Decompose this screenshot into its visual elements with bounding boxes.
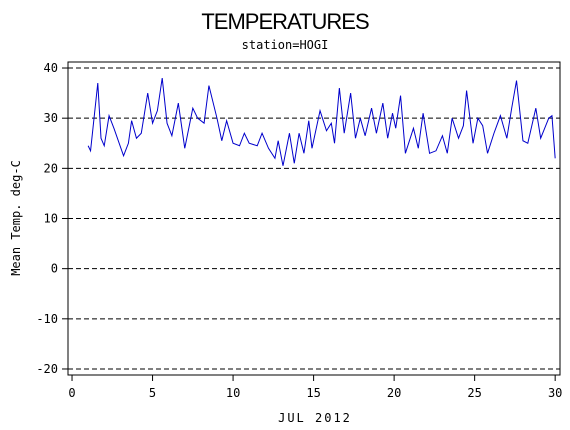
x-axis-label: JUL 2012	[278, 411, 352, 425]
y-tick-label: 20	[44, 161, 58, 175]
chart-title: TEMPERATURES	[201, 9, 369, 34]
y-tick-label: -20	[36, 362, 58, 376]
y-tick-label: 10	[44, 212, 58, 226]
x-tick-label: 25	[467, 386, 481, 400]
x-tick-label: 0	[68, 386, 75, 400]
y-tick-label: 0	[51, 262, 58, 276]
y-tick-label: 30	[44, 111, 58, 125]
x-tick-label: 15	[306, 386, 320, 400]
x-tick-label: 10	[226, 386, 240, 400]
y-tick-label: 40	[44, 61, 58, 75]
data-line	[87, 77, 556, 166]
x-tick-label: 30	[548, 386, 562, 400]
x-tick-label: 20	[387, 386, 401, 400]
x-tick-label: 5	[149, 386, 156, 400]
y-tick-label: -10	[36, 312, 58, 326]
chart-subtitle: station=HOGI	[242, 38, 329, 52]
y-axis-label: Mean Temp. deg-C	[9, 160, 23, 276]
